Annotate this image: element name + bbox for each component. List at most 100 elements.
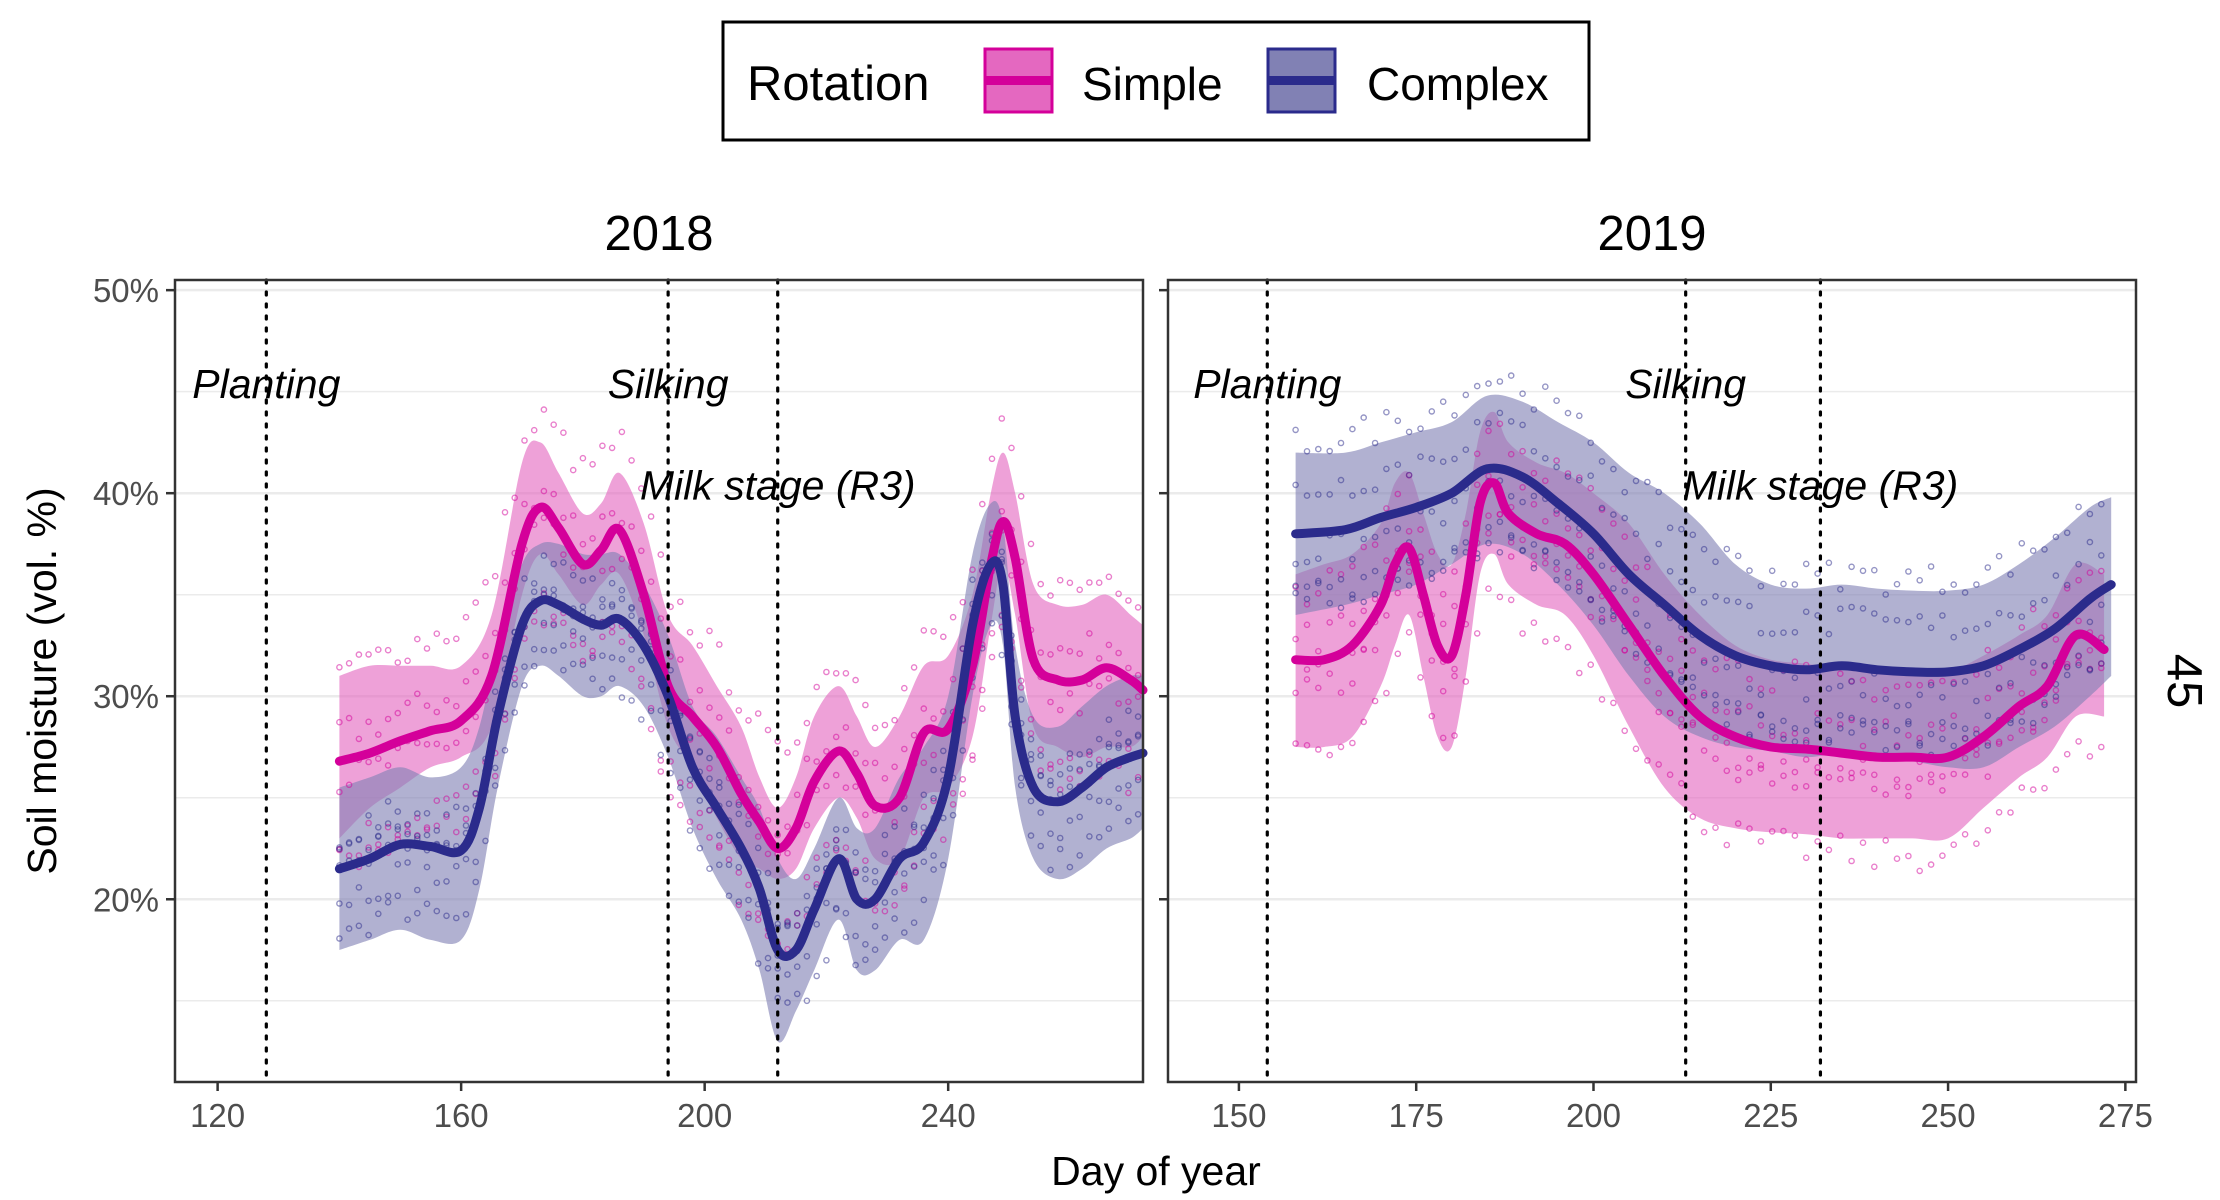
observation-point [949, 790, 957, 797]
observation-point [1349, 556, 1356, 563]
observation-point [1768, 630, 1776, 638]
observation-point [959, 747, 967, 754]
observation-point [1125, 817, 1132, 825]
observation-point [1973, 581, 1980, 588]
observation-point [501, 747, 509, 754]
observation-point [365, 812, 372, 819]
observation-point [404, 859, 411, 866]
observation-point [1678, 676, 1685, 683]
observation-point [599, 567, 606, 575]
observation-point [1530, 564, 1538, 572]
observation-point [1507, 492, 1515, 500]
observation-point [1530, 500, 1538, 508]
observation-point [491, 688, 499, 696]
observation-point [1621, 727, 1628, 735]
observation-point [1825, 846, 1833, 854]
observation-point [881, 721, 889, 729]
observation-point [696, 687, 704, 694]
observation-point [1371, 486, 1379, 494]
observation-point [1723, 663, 1731, 671]
observation-point [1802, 560, 1810, 568]
observation-point [2007, 734, 2014, 742]
y-tick-label: 40% [93, 475, 159, 512]
observation-point [1066, 648, 1074, 655]
observation-point [969, 576, 976, 584]
observation-point [1337, 612, 1345, 619]
observation-point [1837, 712, 1844, 719]
observation-point [1105, 716, 1113, 724]
observation-point [1689, 586, 1697, 594]
observation-point [1371, 541, 1379, 549]
observation-point [1027, 540, 1035, 548]
observation-point [1655, 540, 1662, 548]
observation-point [618, 428, 626, 436]
observation-point [423, 831, 431, 839]
observation-point [1632, 477, 1640, 485]
observation-point [920, 627, 928, 634]
observation-point [1360, 543, 1367, 551]
observation-point [443, 813, 450, 821]
observation-point [1995, 609, 2003, 617]
observation-point [2052, 572, 2060, 579]
observation-point [1632, 530, 1640, 538]
observation-point [1315, 577, 1322, 585]
legend-label-complex: Complex [1367, 58, 1549, 110]
observation-point [1905, 852, 1912, 860]
observation-point [1292, 589, 1299, 597]
observation-point [1621, 488, 1628, 496]
observation-point [2063, 581, 2071, 589]
observation-point [930, 797, 937, 805]
observation-point [1961, 734, 1969, 742]
observation-point [638, 485, 645, 492]
observation-point [472, 768, 480, 775]
observation-point [1678, 678, 1685, 686]
observation-point [608, 579, 616, 587]
observation-point [1303, 447, 1311, 455]
observation-point [842, 933, 850, 941]
observation-point [1780, 629, 1787, 637]
observation-point [540, 406, 548, 413]
observation-point [569, 512, 577, 519]
observation-point [384, 715, 392, 723]
observation-point [832, 837, 840, 844]
observation-point [1950, 680, 1957, 688]
observation-point [1746, 703, 1753, 710]
observation-point [1576, 412, 1583, 420]
observation-point [579, 540, 587, 548]
observation-point [1644, 478, 1651, 486]
observation-point [686, 827, 694, 834]
observation-point [491, 764, 499, 772]
observation-point [1542, 383, 1549, 391]
observation-point [1371, 697, 1379, 705]
observation-point [1927, 563, 1935, 570]
observation-point [1723, 841, 1731, 849]
observation-point [1598, 458, 1606, 465]
observation-point [1746, 685, 1753, 693]
observation-point [1666, 524, 1674, 532]
observation-point [1066, 750, 1074, 757]
observation-point [2007, 683, 2014, 690]
observation-point [686, 818, 694, 826]
observation-point [521, 500, 528, 508]
observation-point [667, 666, 674, 674]
observation-point [1485, 585, 1492, 593]
observation-point [1610, 585, 1617, 592]
observation-point [920, 858, 928, 866]
observation-point [384, 899, 392, 906]
observation-point [1349, 425, 1356, 433]
observation-point [560, 429, 567, 437]
observation-point [628, 646, 635, 653]
observation-point [1644, 757, 1651, 764]
observation-point [1825, 774, 1833, 781]
observation-point [1780, 717, 1787, 725]
observation-point [1125, 664, 1132, 672]
observation-point [530, 426, 538, 434]
observation-point [628, 457, 635, 464]
observation-point [813, 921, 821, 928]
observation-point [1519, 483, 1526, 491]
observation-point [842, 844, 850, 852]
observation-point [2063, 671, 2071, 679]
observation-point [1485, 530, 1492, 537]
observation-point [1961, 589, 1969, 596]
